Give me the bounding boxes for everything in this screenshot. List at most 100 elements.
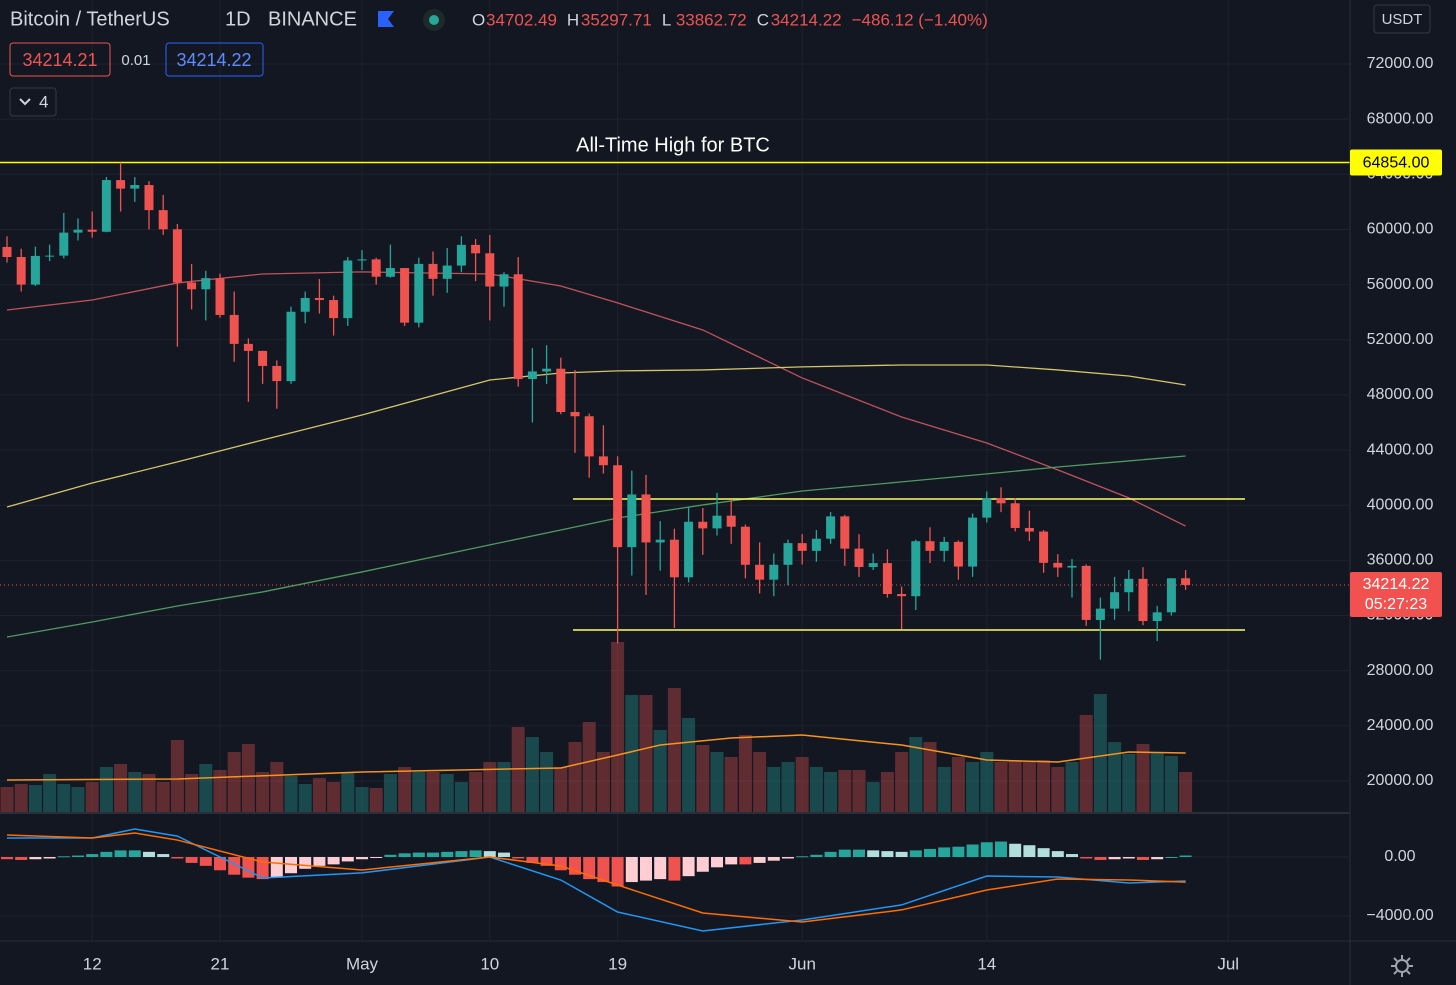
macd-bar (824, 851, 837, 858)
candle-body (215, 278, 225, 315)
currency[interactable]: USDT (1382, 11, 1423, 28)
gear[interactable] (1395, 959, 1409, 973)
macd-bar (157, 854, 170, 858)
volume-bar (327, 782, 341, 812)
volume-bar (14, 784, 28, 812)
volume-bar (156, 782, 170, 812)
volume-bar (99, 767, 113, 812)
y-tick-label: 48000.00 (1367, 386, 1434, 403)
flag-icon[interactable] (378, 11, 394, 27)
macd-bar (1122, 857, 1135, 859)
candle-body (158, 210, 168, 230)
volume-bar (852, 770, 866, 812)
candle-body (584, 416, 594, 457)
candle-body (130, 185, 140, 189)
candle-body (769, 564, 779, 580)
macd-bar (1066, 854, 1078, 858)
candle-body (428, 263, 438, 279)
y-tick-label: 60000.00 (1367, 221, 1434, 238)
candle-body (499, 274, 509, 287)
settings-icon[interactable] (1391, 955, 1413, 977)
macd-bar (455, 851, 468, 858)
volume-bar (0, 787, 14, 812)
y-tick-label: 20000.00 (1367, 772, 1434, 789)
ask[interactable]: 34214.22 (176, 50, 251, 70)
macd-bar (1108, 857, 1121, 860)
macd-bar (611, 857, 624, 887)
volume-bar (667, 688, 681, 812)
symbol[interactable]: Bitcoin / TetherUS (10, 8, 170, 30)
volume-bar (43, 774, 57, 812)
candle-body (939, 541, 949, 551)
candle-body (16, 257, 26, 285)
ohlc-label: O (472, 10, 485, 29)
macd-bar (299, 857, 312, 869)
volume-bar (710, 752, 724, 812)
macd-bar (640, 857, 652, 881)
volume-bar (824, 772, 838, 812)
volume-bar (383, 774, 397, 812)
y-tick-label: 28000.00 (1367, 662, 1434, 679)
y-tick-label: 36000.00 (1367, 552, 1434, 569)
macd-bar (384, 854, 397, 858)
volume-bar (895, 752, 909, 812)
volume-bar (199, 764, 213, 812)
macd-bar (327, 857, 340, 865)
candle-body (1053, 562, 1063, 568)
candle-body (655, 539, 665, 543)
macd-bar (1094, 857, 1107, 860)
candle-body (527, 371, 537, 380)
macd-bar (668, 857, 681, 881)
candle-body (1181, 578, 1191, 585)
bid[interactable]: 34214.21 (22, 50, 97, 70)
candle-body (371, 259, 381, 277)
candle-body (314, 297, 324, 301)
last-price-box (1350, 571, 1442, 617)
candle-body (826, 516, 836, 539)
status-dot (429, 15, 439, 25)
candle-body (187, 282, 197, 290)
volume-bar (1065, 762, 1079, 812)
candle-body (357, 259, 367, 261)
macd-bar (285, 857, 297, 874)
candle-body (953, 541, 963, 567)
candle-body (556, 368, 566, 412)
currency-button[interactable] (1373, 4, 1431, 34)
volume-bar (909, 737, 923, 812)
moving-average (6, 364, 1186, 508)
macd-bar (767, 857, 780, 861)
candle-body (1024, 527, 1034, 532)
collapse-button[interactable] (9, 87, 57, 117)
candle-body (1124, 578, 1134, 593)
candle-body (641, 494, 651, 543)
volume-bar (114, 764, 128, 812)
macd-bar (86, 854, 99, 858)
volume-bar (1179, 772, 1193, 812)
macd-bar (782, 857, 794, 859)
macd-bar (43, 857, 56, 859)
macd-bar (498, 852, 510, 858)
volume-bar (724, 757, 738, 812)
volume-bar (469, 772, 483, 812)
buy-box[interactable] (165, 42, 264, 77)
macd-bar (15, 857, 28, 860)
candle-body (811, 538, 821, 551)
y-tick-label: 68000.00 (1367, 110, 1434, 127)
macd-bar (739, 857, 752, 865)
macd-line (7, 828, 1186, 932)
volume-bar (639, 695, 653, 812)
candle-body (1081, 565, 1091, 620)
gear-teeth[interactable] (1391, 955, 1413, 977)
macd-bar (441, 851, 454, 858)
interval[interactable]: 1D (225, 8, 251, 30)
volume-bar (185, 774, 199, 812)
macd-bar (597, 857, 610, 883)
sell-box[interactable] (9, 42, 111, 77)
ohlc-label: H (567, 10, 579, 29)
candle-body (1138, 578, 1148, 622)
candle-body (101, 180, 111, 232)
candle-body (243, 343, 253, 351)
volume-bar (412, 772, 426, 812)
price-label: 64854.00 (1363, 155, 1430, 172)
countdown: 05:27:23 (1365, 596, 1427, 613)
